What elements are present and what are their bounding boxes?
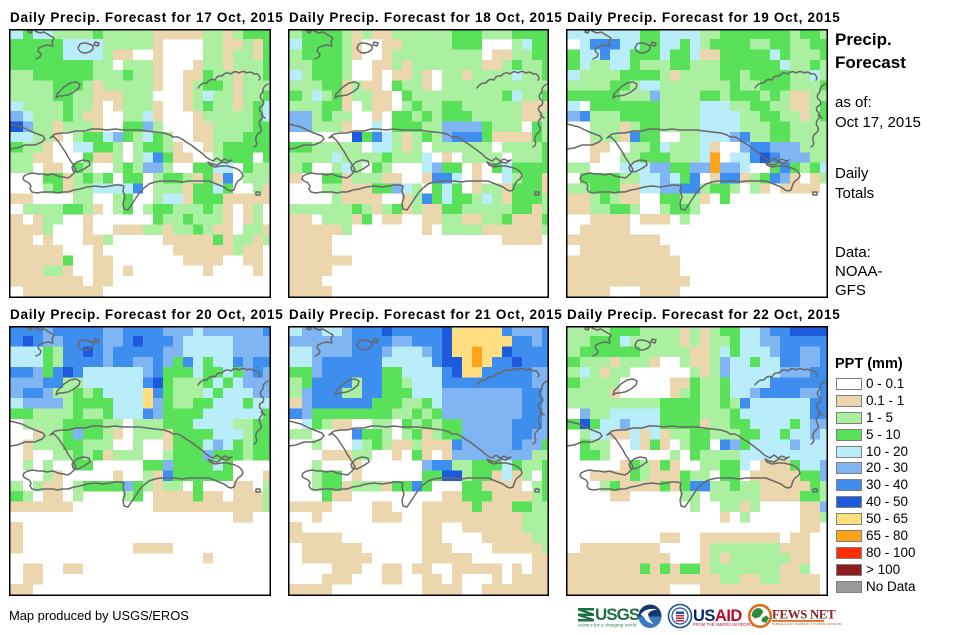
- svg-text:FAMINE EARLY WARNING SYSTEMS N: FAMINE EARLY WARNING SYSTEMS NETWORK: [772, 622, 842, 626]
- svg-text:FROM THE AMERICAN PEOPLE: FROM THE AMERICAN PEOPLE: [693, 622, 755, 627]
- svg-text:FEWS NET: FEWS NET: [772, 608, 836, 622]
- svg-text:science for a changing world: science for a changing world: [578, 624, 637, 629]
- svg-text:USAID: USAID: [693, 607, 742, 625]
- svg-text:USGS: USGS: [595, 605, 640, 624]
